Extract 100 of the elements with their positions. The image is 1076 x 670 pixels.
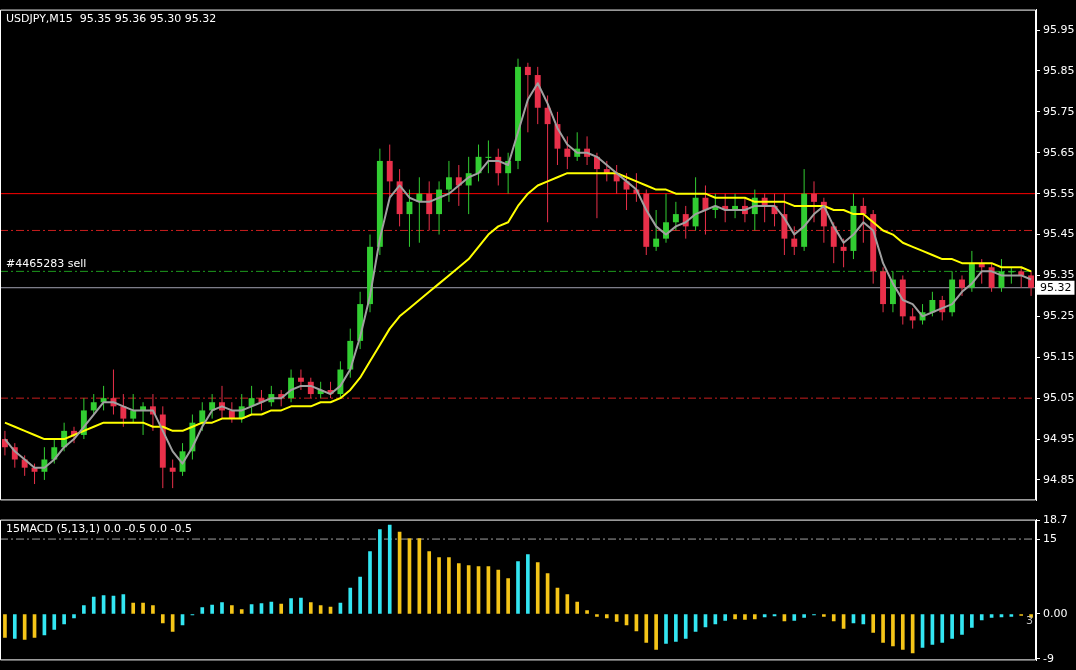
y-tick-label: 95.75 — [1043, 104, 1075, 118]
bar — [950, 614, 954, 639]
y-tick-label: 95.25 — [1043, 309, 1075, 323]
bar — [387, 524, 392, 614]
y-tick-label: 95.85 — [1043, 63, 1075, 77]
bar — [960, 614, 964, 635]
candlestick — [120, 393, 127, 428]
bar — [456, 563, 461, 614]
bar — [378, 529, 382, 614]
candlestick — [564, 135, 571, 170]
bar — [871, 614, 876, 633]
bar — [230, 605, 234, 614]
bar — [447, 557, 451, 614]
bar — [979, 614, 984, 621]
bar — [348, 587, 353, 614]
candlestick — [445, 160, 452, 203]
y-tick-label: -9 — [1043, 651, 1054, 665]
bar — [575, 601, 580, 614]
candlestick — [386, 144, 393, 199]
y-tick-label: 94.95 — [1043, 431, 1075, 445]
y-tick-label: 95.35 — [1043, 268, 1075, 282]
bar — [733, 614, 737, 620]
bar — [604, 614, 609, 619]
candlestick — [524, 62, 531, 133]
bar — [654, 614, 658, 650]
bar — [200, 607, 205, 614]
bar — [437, 557, 441, 614]
bar — [516, 561, 520, 614]
ref-line-label: #4465283 sell — [6, 256, 87, 270]
candlestick — [909, 307, 916, 330]
bar — [940, 614, 945, 643]
y-tick-label: 95.95 — [1043, 22, 1075, 36]
bar — [674, 614, 678, 642]
chart-title: USDJPY,M15 95.35 95.36 95.30 95.32 — [6, 11, 217, 25]
bar — [595, 614, 599, 617]
bar — [131, 602, 136, 614]
y-tick-label: 15 — [1043, 531, 1057, 545]
candlestick — [840, 238, 847, 268]
candlestick — [811, 180, 817, 223]
bar — [52, 614, 57, 630]
bar — [3, 614, 7, 638]
candlestick — [860, 197, 867, 244]
candlestick — [90, 393, 97, 416]
bar — [723, 614, 728, 621]
bar — [989, 614, 994, 618]
candlestick — [791, 225, 798, 256]
bar — [752, 614, 757, 620]
bar — [427, 551, 432, 614]
ref-line-label: 95.32 — [1040, 280, 1072, 294]
bar — [141, 602, 145, 614]
bar — [683, 614, 688, 639]
y-tick-label: 0.00 — [1043, 606, 1068, 620]
bar — [506, 578, 510, 614]
bar — [368, 551, 372, 614]
y-tick-label: 94.85 — [1043, 472, 1075, 486]
bar — [151, 605, 155, 614]
bar — [664, 614, 668, 644]
bar — [822, 614, 826, 617]
bar — [358, 576, 362, 614]
bar — [970, 614, 974, 628]
bar — [72, 614, 76, 619]
candlestick — [297, 369, 304, 391]
candlestick — [830, 221, 837, 264]
bar — [210, 604, 214, 614]
bar — [792, 614, 797, 621]
y-tick-label: 18.7 — [1043, 513, 1068, 527]
bar — [308, 602, 313, 614]
bar — [743, 614, 747, 620]
candlestick — [485, 139, 492, 174]
bar — [644, 614, 649, 643]
bar — [62, 614, 66, 625]
bar — [279, 603, 284, 614]
y-tick-label: 95.45 — [1043, 227, 1075, 241]
y-tick-label: 95.55 — [1043, 186, 1075, 200]
bar — [496, 569, 501, 614]
chart-title: 15MACD (5,13,1) 0.0 -0.5 0.0 -0.5 — [6, 521, 192, 535]
bar — [12, 614, 17, 639]
candlestick — [653, 209, 660, 252]
candlestick — [929, 291, 936, 317]
y-tick-label: 95.05 — [1043, 391, 1075, 405]
bar — [1009, 614, 1014, 617]
y-tick-label: 95.65 — [1043, 145, 1075, 159]
y-tick-label: 95.15 — [1043, 350, 1075, 364]
bar — [289, 598, 293, 614]
bar — [802, 614, 806, 618]
bar — [160, 614, 165, 624]
candlestick — [130, 393, 137, 424]
candlestick — [169, 459, 176, 489]
bar — [535, 562, 540, 614]
bar — [900, 614, 905, 650]
candlestick — [1028, 270, 1035, 297]
annotation: 3 — [1026, 614, 1033, 628]
bar — [220, 602, 224, 614]
bar — [585, 610, 589, 614]
bar — [526, 554, 530, 614]
candlestick — [209, 393, 216, 420]
candlestick — [959, 274, 965, 297]
candlestick — [672, 201, 679, 231]
candlestick — [51, 438, 58, 465]
candlestick — [988, 262, 995, 293]
